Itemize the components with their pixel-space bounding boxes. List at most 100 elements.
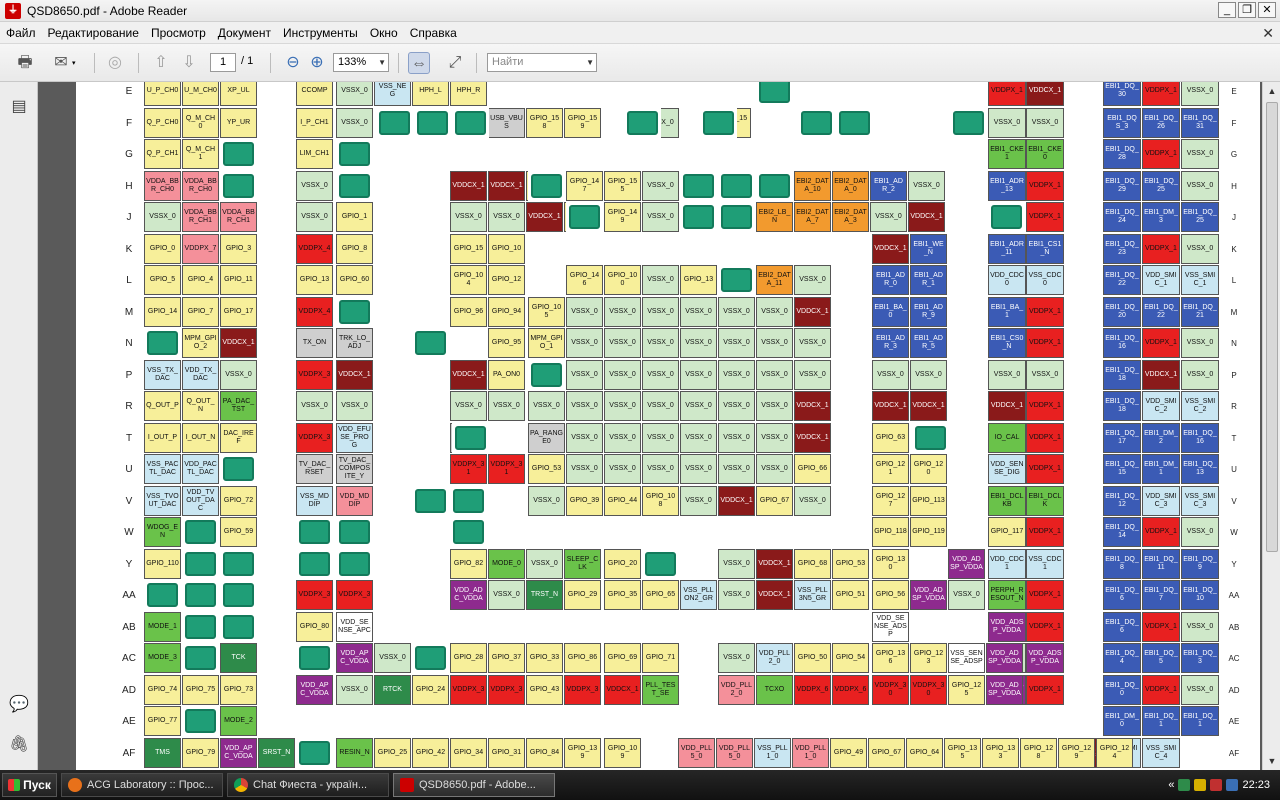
pin-cell: GPIO_75 <box>182 674 219 705</box>
task-firefox[interactable]: ACG Laboratory :: Прос... <box>61 773 223 797</box>
collaborate-button[interactable]: ◎ <box>104 51 126 75</box>
row-label: P <box>1231 370 1237 380</box>
pin-cell: VDDPX_1 <box>1026 170 1064 201</box>
highlight-marker <box>220 139 257 169</box>
pin-cell: VSSX_0 <box>566 328 603 358</box>
app-tray-icon[interactable] <box>1210 779 1223 791</box>
pin-cell: VDD_ADSP_VDDA <box>910 580 947 610</box>
next-page-button[interactable]: ⇩ <box>178 51 200 75</box>
pin-cell: VDD_PLL2_0 <box>756 643 793 673</box>
pin-cell: VDD_APC_VDDA <box>336 643 373 673</box>
attachments-icon[interactable]: 🖇 <box>9 736 30 753</box>
task-chrome[interactable]: Chat Фиеста - україн... <box>227 773 389 797</box>
pin-cell: GPIO_127 <box>872 485 909 516</box>
page-number-input[interactable]: 1 <box>210 53 236 72</box>
highlight-marker <box>336 548 373 579</box>
pin-cell: VSSX_0 <box>756 391 793 421</box>
pin-cell: SRST_N <box>258 737 295 768</box>
share-button[interactable]: ✉ ▾ <box>50 51 75 75</box>
row-label: U <box>1231 465 1237 474</box>
pin-cell: EBI1_DM_0 <box>1103 706 1141 736</box>
task-label: QSD8650.pdf - Adobe... <box>419 779 536 791</box>
pin-cell: VSSX_0 <box>604 454 641 484</box>
menu-view[interactable]: Просмотр <box>150 25 206 40</box>
pin-cell: GPIO_125 <box>948 674 985 705</box>
pin-cell: Q_M_CH1 <box>182 139 219 169</box>
fit-width-button[interactable]: ⇔ <box>408 51 430 75</box>
pin-cell: GPIO_130 <box>872 548 909 579</box>
pin-cell: U_P_CH0 <box>144 82 181 106</box>
scroll-down-icon[interactable]: ▼ <box>1267 756 1277 766</box>
zoom-select[interactable]: 133% ▼ <box>333 53 389 72</box>
pages-icon[interactable]: ▤ <box>11 98 27 115</box>
pin-cell: VSSX_0 <box>1181 517 1219 547</box>
menu-edit[interactable]: Редактирование <box>47 25 139 40</box>
pin-cell: GPIO_73 <box>220 674 257 705</box>
scroll-thumb[interactable] <box>1266 102 1278 552</box>
pin-cell: VDDCX_1 <box>756 580 793 610</box>
pin-cell: VDDCX_1 <box>1026 82 1064 106</box>
menu-window[interactable]: Окно <box>369 25 398 40</box>
pin-cell: VSSX_0 <box>718 454 755 484</box>
row-label: F <box>125 117 133 129</box>
pin-cell: GPIO_128 <box>1020 737 1057 768</box>
pin-cell: GPIO_119 <box>910 517 947 547</box>
comments-icon[interactable]: 💬 <box>9 696 29 713</box>
pin-cell: EBI1_WE_N <box>910 233 947 264</box>
row-label: U <box>125 464 133 475</box>
pin-cell: GPIO_68 <box>794 548 831 579</box>
menu-help[interactable]: Справка <box>409 25 457 40</box>
close-button[interactable]: ✕ <box>1258 2 1276 18</box>
pin-cell: GPIO_42 <box>412 737 449 768</box>
prev-page-button[interactable]: ⇧ <box>150 51 172 75</box>
tray-expand[interactable]: « <box>1168 779 1175 791</box>
pin-cell: VDDCX_1 <box>718 485 755 516</box>
row-label: T <box>125 432 133 444</box>
minimize-button[interactable]: _ <box>1218 2 1236 18</box>
pin-cell: VSSX_0 <box>296 391 333 421</box>
volume-icon[interactable] <box>1226 779 1239 791</box>
document-close-icon[interactable]: ✕ <box>1262 25 1274 41</box>
row-label: H <box>1231 181 1237 191</box>
highlight-marker <box>182 611 219 642</box>
pin-cell: GPIO_67 <box>756 485 793 516</box>
pin-cell: VSSX_0 <box>450 202 487 232</box>
fit-page-button[interactable]: ⤢ <box>444 51 466 75</box>
pin-cell: VDD_APC_VDDA <box>296 674 333 705</box>
scroll-up-icon[interactable]: ▲ <box>1267 86 1277 96</box>
print-button[interactable]: 🖶 <box>14 51 36 75</box>
search-input[interactable]: Найти ▼ <box>487 53 597 72</box>
zoom-out-button[interactable]: ⊖ <box>282 51 304 75</box>
start-button[interactable]: Пуск <box>2 773 57 797</box>
menu-file[interactable]: Файл <box>6 25 36 40</box>
highlight-marker <box>144 328 181 358</box>
maximize-button[interactable]: ❐ <box>1238 2 1256 18</box>
highlight-marker <box>220 170 257 201</box>
pin-cell: VSSX_0 <box>528 485 565 516</box>
row-label: J <box>1232 213 1236 222</box>
pin-cell: EBI1_ADR_1 <box>910 265 947 295</box>
menu-tools[interactable]: Инструменты <box>282 25 358 40</box>
zoom-in-button[interactable]: ⊕ <box>306 51 328 75</box>
security-icon[interactable] <box>1194 779 1207 791</box>
pin-cell: GPIO_44 <box>604 485 641 516</box>
pin-cell: GPIO_110 <box>144 548 181 579</box>
row-label: R <box>1231 402 1237 411</box>
pin-cell: VSSX_0 <box>220 359 257 390</box>
row-label: G <box>1230 150 1238 159</box>
vertical-scrollbar[interactable]: ▲ ▼ <box>1262 82 1280 770</box>
pin-cell: VDD_PLL5_0 <box>716 737 753 768</box>
task-adobe-reader[interactable]: QSD8650.pdf - Adobe... <box>393 773 555 797</box>
menu-document[interactable]: Документ <box>217 25 271 40</box>
pin-cell: USB_VBUS <box>488 107 525 138</box>
pin-cell: VDD_ADSP_VDDA <box>988 611 1026 642</box>
highlight-marker <box>220 548 257 579</box>
pin-cell: GPIO_53 <box>528 454 565 484</box>
network-icon[interactable] <box>1178 779 1191 791</box>
pin-cell: VDDPX_3 <box>296 359 333 390</box>
pin-cell: VDDPX_1 <box>1142 674 1180 705</box>
pin-cell: EBI2_LB_N <box>756 202 793 232</box>
highlight-marker <box>680 202 717 232</box>
pin-cell: TRST_N <box>526 580 563 610</box>
row-label: T <box>1231 433 1237 443</box>
